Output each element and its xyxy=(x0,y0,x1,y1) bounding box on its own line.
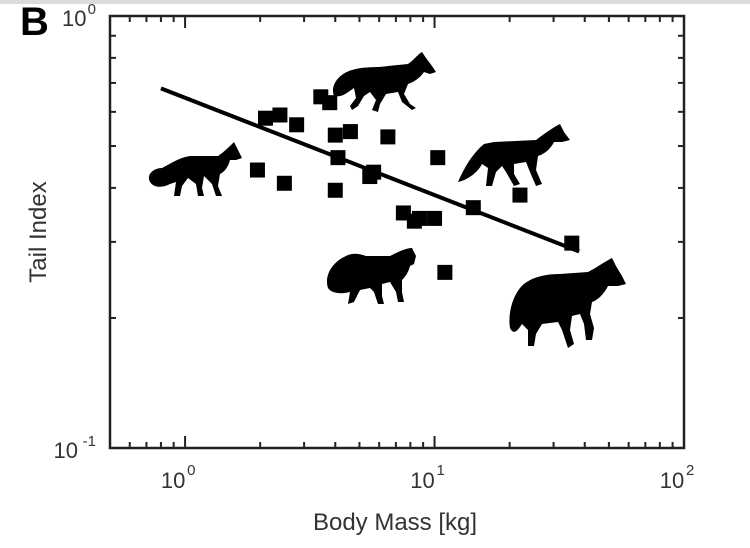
data-point xyxy=(411,210,427,226)
x-tick-label: 10 0 xyxy=(161,462,196,493)
data-point xyxy=(330,150,346,166)
fox-icon xyxy=(326,248,416,304)
x-tick-label-exponent: 0 xyxy=(187,462,195,479)
x-tick-label-base: 10 xyxy=(660,468,684,493)
x-tick-label-base: 10 xyxy=(410,468,434,493)
x-axis-title: Body Mass [kg] xyxy=(313,509,477,536)
y-tick-label-exponent: 0 xyxy=(88,1,96,18)
data-point xyxy=(430,150,446,166)
data-point xyxy=(276,175,292,191)
y-tick-label: 010 xyxy=(62,1,96,31)
wolf-icon xyxy=(509,258,626,348)
data-point xyxy=(465,200,481,216)
y-tick-label-base: 10 xyxy=(54,438,78,463)
y-tick-label: -1 10 xyxy=(54,433,96,463)
x-tick-label: 10 1 xyxy=(410,462,445,493)
data-point xyxy=(342,124,358,140)
data-point xyxy=(322,95,338,111)
x-tick-label-base: 10 xyxy=(161,468,185,493)
y-tick-label-base: 10 xyxy=(62,6,86,31)
data-point xyxy=(272,107,288,123)
y-axis-title: Tail Index xyxy=(25,181,52,282)
data-point xyxy=(327,182,343,198)
data-point xyxy=(289,117,305,133)
plot-frame xyxy=(108,14,686,450)
x-tick-label-exponent: 1 xyxy=(437,462,445,479)
x-tick-label: 10 2 xyxy=(660,462,695,493)
data-point xyxy=(366,164,382,180)
data-point xyxy=(512,187,528,203)
x-tick-label-exponent: 2 xyxy=(686,462,694,479)
data-point xyxy=(564,235,580,251)
data-point xyxy=(327,127,343,143)
fox-icon xyxy=(148,142,242,196)
panel-label: B xyxy=(20,0,49,44)
data-point xyxy=(427,210,443,226)
y-tick-label-exponent: -1 xyxy=(83,433,96,450)
data-point xyxy=(380,129,396,145)
animal-silhouettes xyxy=(148,52,626,348)
data-point xyxy=(437,264,453,280)
data-point xyxy=(249,162,265,178)
fox-icon xyxy=(332,52,436,112)
top-border xyxy=(0,0,750,4)
fox-icon xyxy=(458,124,570,186)
data-point xyxy=(257,110,273,126)
